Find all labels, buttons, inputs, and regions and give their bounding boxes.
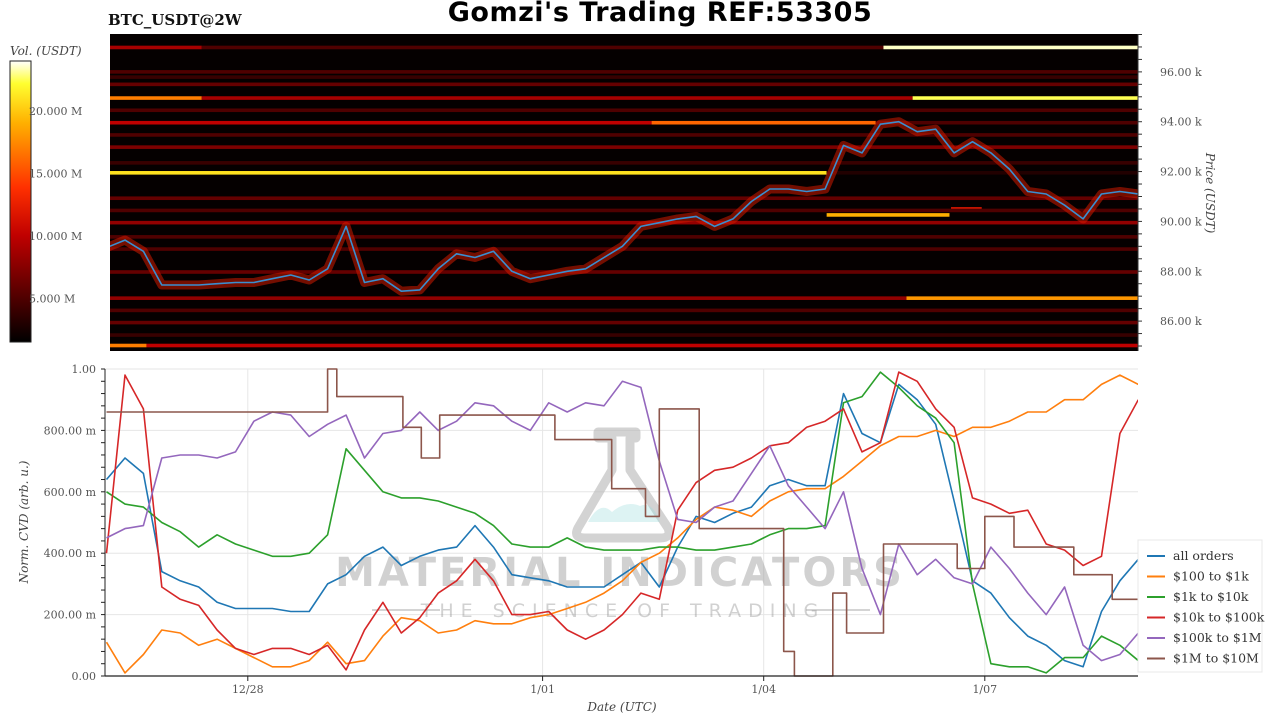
price-line	[110, 120, 1138, 293]
heatmap-band	[110, 343, 147, 348]
heatmap-band	[110, 235, 1138, 239]
heatmap-band	[110, 171, 827, 175]
series-line-1m-to-10m	[106, 368, 1138, 677]
symbol-label: BTC_USDT@2W	[108, 11, 242, 29]
x-tick-label: 1/01	[530, 683, 555, 696]
price-tick-label: 92.00 k	[1160, 166, 1202, 179]
series-line-1k-to-10k	[106, 371, 1138, 674]
y-tick-label: 200.00 m	[44, 609, 97, 622]
heatmap-band	[107, 356, 1139, 360]
price-tick-label: 86.00 k	[1160, 315, 1202, 328]
y-tick-label: 1.00	[72, 363, 97, 376]
colorbar-label: Vol. (USDT)	[10, 44, 82, 58]
heatmap-band	[110, 45, 202, 50]
heatmap-band	[201, 96, 913, 100]
legend-label-1k-to-10k: $1k to $10k	[1173, 589, 1249, 604]
legend-label-100-to-1k: $100 to $1k	[1173, 569, 1249, 584]
heatmap-band	[110, 161, 1138, 165]
heatmap-band	[110, 333, 1138, 337]
heatmap-band	[146, 343, 1138, 348]
heatmap-band	[110, 320, 1138, 325]
heatmap-band	[110, 82, 1138, 87]
legend: all orders $100 to $1k $1k to $10k $10k to …	[1137, 539, 1265, 673]
heatmap-band	[826, 213, 950, 217]
heatmap-band	[110, 270, 1138, 274]
heatmap-band	[110, 75, 1138, 79]
heatmap-band	[826, 171, 1138, 175]
heatmap-band	[110, 96, 202, 100]
legend-label-10k-to-100k: $10k to $100k	[1173, 610, 1265, 625]
flask-icon	[572, 427, 674, 543]
y-tick-label: 0.00	[72, 670, 97, 683]
heatmap-band	[110, 145, 1138, 149]
colorbar-tick-label: 5.000 M	[29, 292, 75, 305]
heatmap-band	[110, 296, 907, 300]
price-tick-label: 90.00 k	[1160, 215, 1202, 228]
heatmap-plot: 86.00 k 88.00 k 90.00 k 92.00 k 94.00 k 96.00…	[107, 33, 1217, 360]
colorbar-tick-label: 15.000 M	[29, 167, 82, 180]
heatmap-band	[110, 133, 1138, 137]
heatmap-band	[912, 96, 1138, 100]
colorbar-tick-label: 10.000 M	[29, 230, 82, 243]
heatmap-band	[906, 296, 1138, 300]
series-line-all-orders	[105, 383, 1138, 668]
price-tick-label: 88.00 k	[1160, 265, 1202, 278]
page-title: Gomzi's Trading REF:53305	[447, 0, 873, 28]
x-axis-label: Date (UTC)	[586, 700, 656, 714]
cvd-plot: MATERIAL INDICATORS THE SCIENCE OF TRADI…	[17, 363, 1265, 714]
heatmap-band	[875, 120, 1138, 125]
legend-label-all-orders: all orders	[1173, 548, 1234, 563]
price-tick-label: 96.00 k	[1160, 66, 1202, 79]
colorbar-tick-label: 20.000 M	[29, 105, 82, 118]
heatmap-band	[110, 70, 1138, 74]
watermark-brand: MATERIAL INDICATORS	[335, 550, 905, 596]
legend-label-100k-to-1m: $100k to $1M	[1173, 630, 1262, 645]
y-tick-label: 800.00 m	[44, 424, 97, 437]
watermark-tagline: THE SCIENCE OF TRADING	[420, 600, 826, 622]
series-line-100-to-1k	[105, 374, 1138, 674]
heatmap-band	[110, 120, 652, 125]
y-axis-label: Norm. CVD (arb. u.)	[17, 460, 31, 584]
watermark: MATERIAL INDICATORS THE SCIENCE OF TRADI…	[335, 427, 905, 622]
heatmap-background	[110, 34, 1138, 351]
series-line-10k-to-100k	[105, 371, 1138, 671]
x-tick-label: 1/04	[751, 683, 776, 696]
y-tick-label: 400.00 m	[44, 547, 97, 560]
heatmap-band	[110, 108, 1138, 113]
legend-label-1m-to-10m: $1M to $10M	[1173, 651, 1259, 666]
heatmap-band	[110, 308, 1138, 313]
heatmap-band	[883, 45, 1138, 50]
heatmap-band	[201, 45, 884, 50]
price-tick-label: 94.00 k	[1160, 116, 1202, 129]
x-tick-label: 1/07	[972, 683, 997, 696]
heatmap-band	[651, 120, 876, 125]
series-line-100k-to-1m	[106, 380, 1138, 662]
heatmap-band	[110, 220, 1138, 225]
price-axis-label: Price (USDT)	[1203, 152, 1217, 234]
legend-box	[1137, 539, 1263, 673]
colorbar-gradient	[9, 60, 32, 343]
colorbar: Vol. (USDT) 5.000 M 10.000 M 15.000 M 20.00…	[9, 44, 82, 343]
y-tick-label: 600.00 m	[44, 486, 97, 499]
heatmap-band	[110, 208, 1138, 213]
heatmap-band	[110, 196, 1138, 201]
x-tick-label: 12/28	[232, 683, 264, 696]
